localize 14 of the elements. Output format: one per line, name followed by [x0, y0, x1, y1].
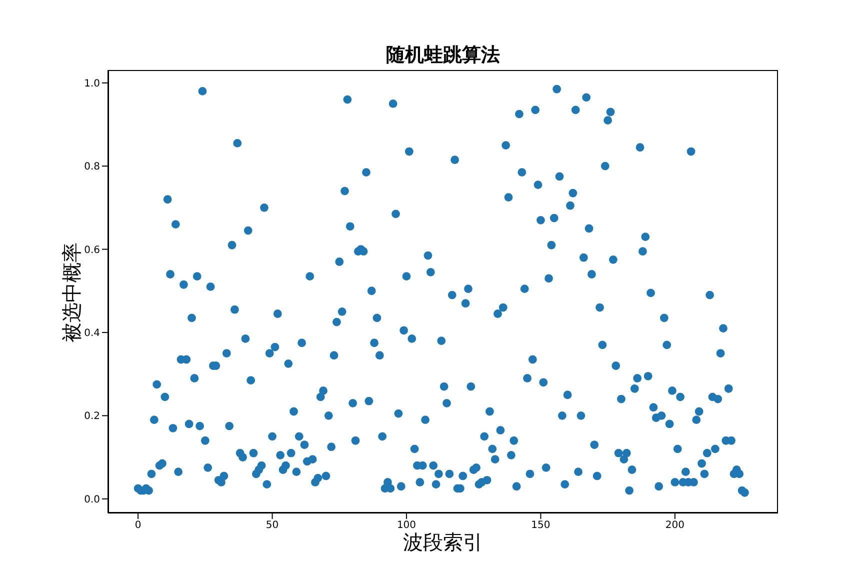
y-tick-label: 1.0	[84, 78, 100, 90]
y-tick-label: 0.4	[84, 328, 100, 340]
chart-title: 随机蛙跳算法	[385, 43, 501, 68]
x-tick-label: 200	[665, 520, 684, 532]
x-tick-label: 50	[266, 520, 279, 532]
y-tick-label: 0.8	[84, 162, 100, 173]
y-tick-label: 0.2	[84, 411, 100, 422]
x-tick-label: 100	[396, 520, 416, 532]
y-axis-title: 被选中概率	[58, 241, 84, 344]
x-tick-label: 0	[134, 520, 142, 532]
y-tick-label: 0.6	[84, 244, 100, 256]
x-axis-title: 波段索引	[403, 530, 483, 554]
y-tick-label: 0.0	[84, 494, 100, 506]
x-tick-label: 150	[531, 520, 550, 532]
